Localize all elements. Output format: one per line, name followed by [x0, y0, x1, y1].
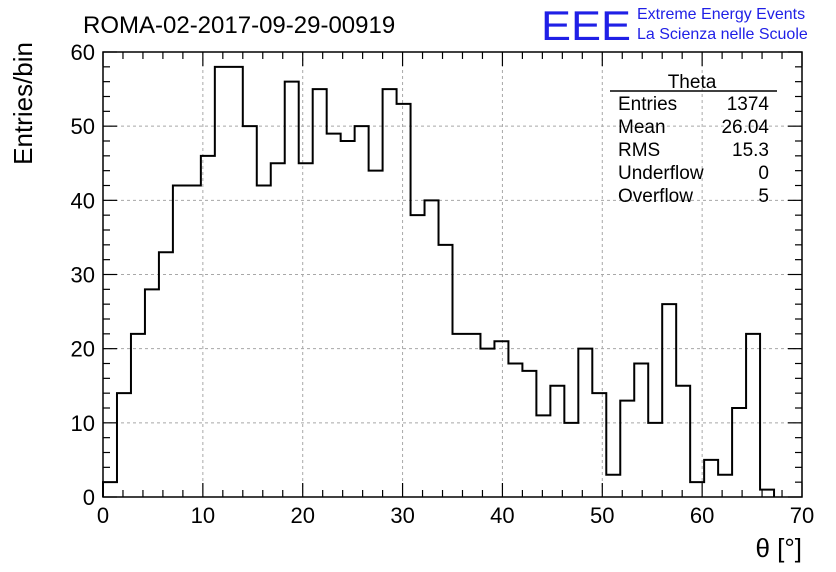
y-tick-label: 10 — [71, 411, 95, 436]
x-tick-label: 0 — [97, 503, 109, 528]
histogram-bin — [439, 245, 453, 497]
histogram-bin — [383, 89, 397, 497]
histogram-bin — [746, 334, 760, 497]
x-tick-label: 60 — [690, 503, 714, 528]
stats-label-entries: Entries — [618, 94, 677, 115]
stats-label-overflow: Overflow — [618, 186, 693, 207]
histogram-bin — [466, 334, 480, 497]
histogram-bin — [522, 371, 536, 497]
histogram-bin — [550, 386, 564, 497]
histogram-bin — [313, 89, 327, 497]
histogram-bin — [620, 401, 634, 497]
histogram-bin — [592, 393, 606, 497]
histogram-bin — [508, 364, 522, 498]
stats-value-entries: 1374 — [727, 94, 770, 115]
y-tick-label: 30 — [71, 263, 95, 288]
eee-logo-line1: Extreme Energy Events — [637, 6, 805, 23]
y-tick-label: 40 — [71, 188, 95, 213]
histogram-bin — [159, 252, 173, 497]
stats-value-rms: 15.3 — [732, 140, 769, 161]
stats-label-rms: RMS — [618, 140, 660, 161]
histogram-bin — [606, 475, 620, 497]
histogram-bin — [676, 386, 690, 497]
stats-box: Theta Entries 1374 Mean 26.04 RMS 15.3 U… — [610, 72, 777, 207]
x-axis-label: θ [°] — [755, 533, 802, 563]
x-tick-label: 70 — [790, 503, 814, 528]
x-tick-label: 40 — [490, 503, 514, 528]
histogram-bin — [718, 475, 732, 497]
histogram-bin — [229, 67, 243, 497]
histogram-outline — [102, 65, 776, 497]
stats-value-mean: 26.04 — [721, 117, 769, 138]
stats-value-underflow: 0 — [758, 163, 769, 184]
histogram-bin — [411, 215, 425, 497]
histogram-bin — [397, 104, 411, 497]
y-axis-label: Entries/bin — [8, 42, 38, 165]
y-tick-label: 60 — [71, 40, 95, 65]
histogram-bin — [271, 163, 285, 497]
histogram-bin — [131, 334, 145, 497]
histogram-bin — [704, 460, 718, 497]
histogram-bin — [285, 82, 299, 497]
stats-label-underflow: Underflow — [618, 163, 704, 184]
histogram-bin — [201, 156, 215, 497]
histogram-bin — [103, 482, 117, 497]
histogram-bin — [173, 186, 187, 498]
plot-frame — [102, 51, 803, 498]
x-tick-label: 10 — [191, 503, 215, 528]
x-tick-label: 50 — [590, 503, 614, 528]
y-tick-label: 20 — [71, 337, 95, 362]
stats-label-mean: Mean — [618, 117, 666, 138]
histogram-bin — [634, 364, 648, 498]
x-tick-label: 30 — [390, 503, 414, 528]
histogram-bin — [355, 126, 369, 497]
x-tick-label: 20 — [290, 503, 314, 528]
histogram-bin — [648, 423, 662, 497]
histogram-bin — [453, 334, 467, 497]
histogram-bin — [215, 67, 229, 497]
histogram-bin — [243, 126, 257, 497]
histogram-bin — [327, 134, 341, 497]
eee-logo-line2: La Scienza nelle Scuole — [637, 26, 808, 43]
histogram-bin — [369, 171, 383, 497]
histogram-bin — [662, 304, 676, 497]
histogram-bin — [299, 163, 313, 497]
histogram-bin — [341, 141, 355, 497]
stats-value-overflow: 5 — [758, 186, 769, 207]
histogram-bin — [494, 341, 508, 497]
histogram-bin — [536, 415, 550, 497]
y-tick-label: 0 — [83, 485, 95, 510]
histogram-series — [102, 65, 776, 498]
y-tick-label: 50 — [71, 114, 95, 139]
y-tick-labels: 0 10 20 30 40 50 60 — [71, 40, 95, 510]
histogram-bin — [564, 423, 578, 497]
stats-title: Theta — [668, 72, 717, 93]
histogram-bin — [117, 393, 131, 497]
eee-logo-text: EEE — [541, 2, 631, 49]
histogram-bin — [425, 200, 439, 497]
grid-lines — [103, 52, 802, 497]
histogram-bin — [145, 289, 159, 497]
histogram-bin — [257, 186, 271, 498]
run-title: ROMA-02-2017-09-29-00919 — [83, 12, 395, 39]
histogram-bin — [187, 186, 201, 498]
histogram-bin — [732, 408, 746, 497]
x-tick-labels: 0 10 20 30 40 50 60 70 — [97, 503, 814, 528]
